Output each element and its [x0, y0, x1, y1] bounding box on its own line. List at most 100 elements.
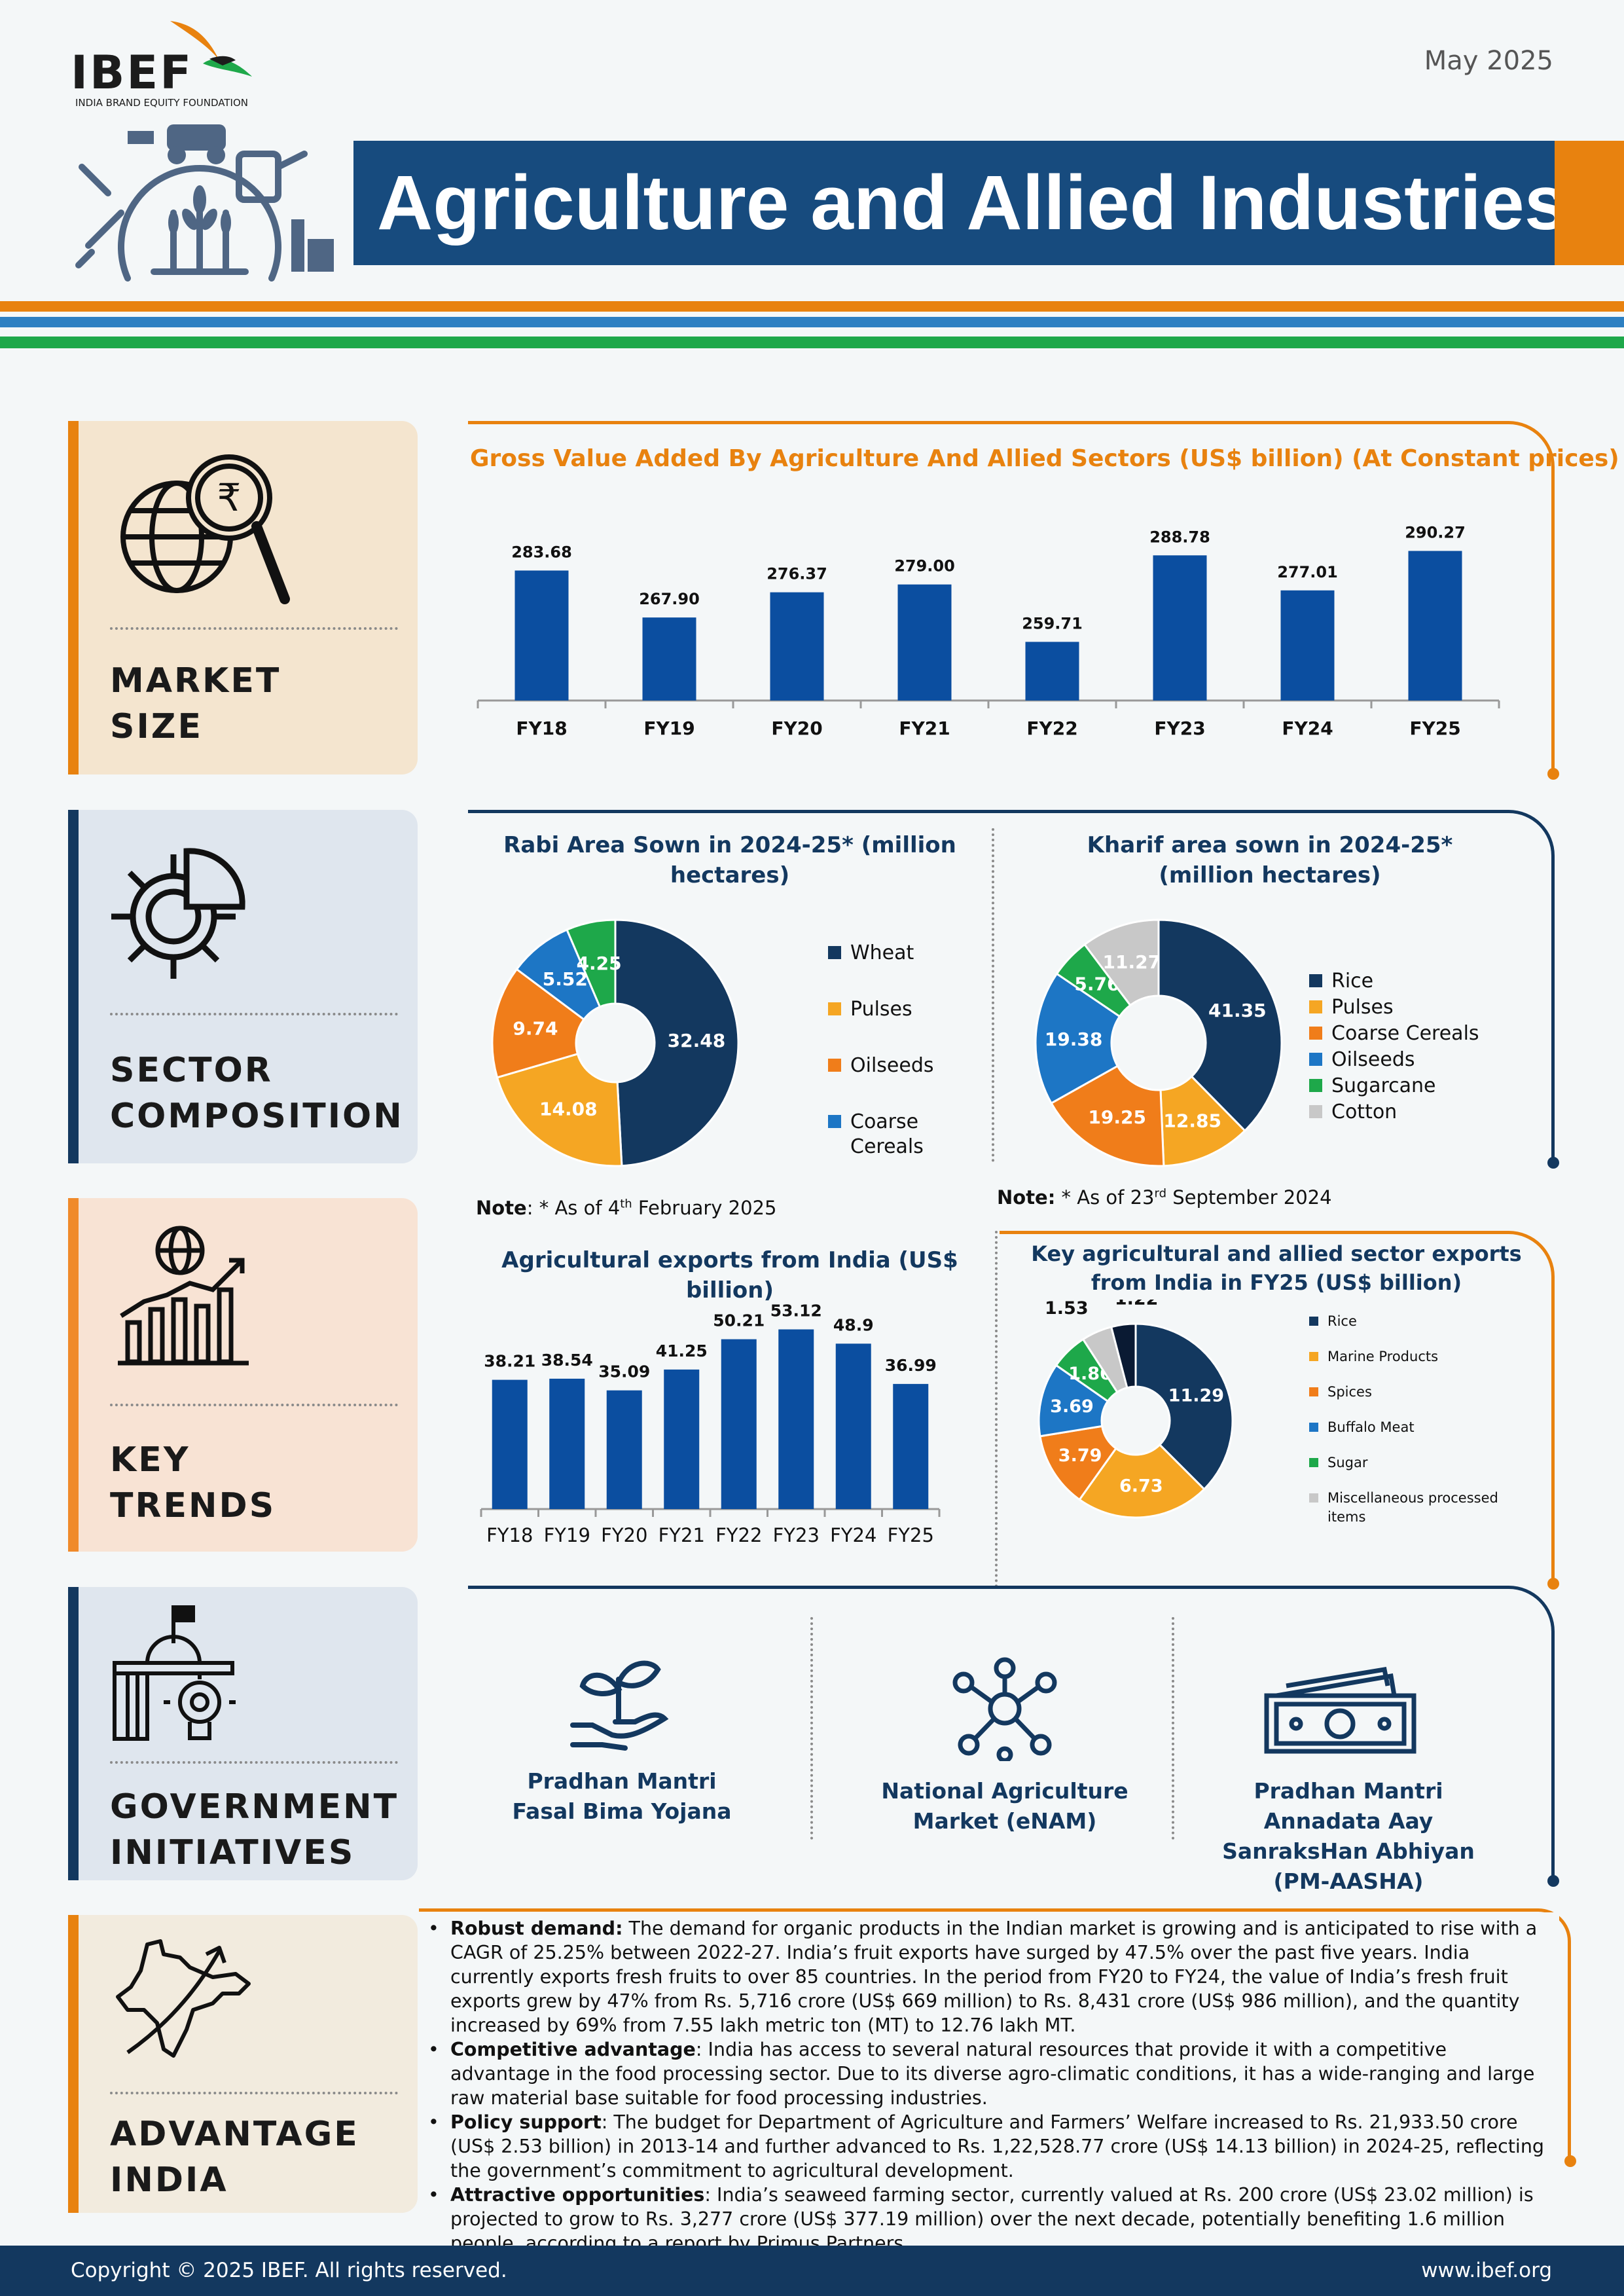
advantage-list: Robust demand: The demand for organic pr… — [424, 1916, 1550, 2255]
ibef-bird-logo-icon — [170, 21, 252, 77]
legend-swatch — [1309, 1053, 1322, 1066]
pie-slice — [1050, 1065, 1165, 1167]
panel-end-dot — [1547, 1578, 1559, 1590]
bar — [492, 1379, 528, 1509]
legend-swatch — [1309, 1387, 1318, 1396]
bar — [1153, 555, 1207, 701]
orange-stripe — [0, 301, 1624, 312]
pie-slice — [1110, 1322, 1137, 1389]
globe-rupee-magnifier-icon: ₹ — [120, 454, 290, 604]
legend-label: Pulses — [850, 998, 912, 1021]
bar — [1408, 551, 1462, 701]
gva-bar-chart: 283.68 FY18 267.90 FY19 276.37 FY20 279.00 FY21… — [477, 524, 1500, 739]
column-divider — [810, 1617, 813, 1840]
bar — [897, 584, 952, 701]
agriculture-tools-illustration-icon — [75, 124, 334, 282]
pie-slice — [1157, 919, 1283, 1133]
footer-website-link[interactable]: www.ibef.org — [1421, 2259, 1552, 2282]
legend-label: Marine Products — [1327, 1349, 1438, 1364]
section-divider — [110, 1761, 398, 1764]
legend-swatch — [828, 1059, 841, 1072]
legend-label: Spices — [1327, 1384, 1372, 1400]
rabi-chart-title: Rabi Area Sown in 2024-25* (million hect… — [503, 832, 956, 888]
legend-label: Pulses — [1331, 996, 1394, 1019]
kharif-pie-chart: 41.3512.8519.2519.385.7611.27RicePulsesC… — [1034, 919, 1479, 1167]
section-divider — [110, 627, 398, 630]
legend-swatch — [1309, 1079, 1322, 1092]
key-trends-box — [79, 1198, 418, 1552]
slice-label: 5.52 — [543, 968, 588, 990]
advantage-panel — [419, 1908, 1571, 2160]
bar — [835, 1343, 871, 1509]
bar — [514, 570, 569, 701]
legend-label: Oilseeds — [1331, 1048, 1415, 1071]
tick-label: FY24 — [830, 1524, 876, 1546]
india-map-growth-icon — [116, 1939, 251, 2058]
tick-label: FY22 — [715, 1524, 762, 1546]
panel-end-dot — [1564, 2155, 1576, 2167]
legend-swatch — [1309, 1458, 1318, 1467]
pie-slice — [1083, 919, 1160, 1007]
legend-swatch — [828, 1002, 841, 1015]
section-label-sector-composition: SECTOR COMPOSITION — [110, 1051, 404, 1136]
pie-slice — [614, 919, 740, 1167]
pie-slice — [1078, 1443, 1206, 1519]
gov-initiative-pm-aasha: Pradhan Mantri Annadata Aay SanraksHan A… — [1222, 1778, 1475, 1894]
bar — [778, 1329, 814, 1509]
key-exports-chart-title: Key agricultural and allied sector expor… — [1031, 1241, 1522, 1295]
gva-chart-title: Gross Value Added By Agriculture And All… — [470, 445, 1619, 472]
government-initiatives-box — [79, 1587, 418, 1880]
tick-label: FY25 — [1409, 718, 1460, 739]
slice-label: 14.08 — [539, 1098, 598, 1120]
slice-label: 11.27 — [1103, 951, 1161, 973]
note-suffix: February 2025 — [632, 1197, 777, 1219]
note-suffix: September 2024 — [1166, 1186, 1332, 1209]
legend-label: Oilseeds — [850, 1054, 934, 1077]
tick-label: FY23 — [773, 1524, 820, 1546]
sector-composition-panel — [468, 810, 1555, 1163]
svg-text:₹: ₹ — [217, 475, 242, 520]
gov-initiative-pmfby: Pradhan Mantri Fasal Bima Yojana — [512, 1768, 732, 1824]
bar — [770, 592, 824, 701]
hand-plant-icon — [570, 1660, 669, 1751]
data-label: 277.01 — [1277, 563, 1338, 581]
bar — [549, 1378, 585, 1509]
section-accent-bar — [68, 1915, 79, 2213]
tick-label: FY19 — [544, 1524, 590, 1546]
data-label: 290.27 — [1405, 524, 1466, 542]
data-label: 38.54 — [541, 1351, 593, 1370]
data-label: 53.12 — [770, 1302, 822, 1321]
legend-swatch — [828, 1115, 841, 1128]
section-label-key-trends: KEY TRENDS — [110, 1440, 276, 1525]
banknotes-icon — [1264, 1666, 1416, 1754]
green-stripe — [0, 337, 1624, 348]
tick-label: FY22 — [1026, 718, 1077, 739]
panel-end-dot — [1547, 768, 1559, 780]
slice-label: 3.79 — [1058, 1446, 1102, 1466]
slice-label: 41.35 — [1208, 1000, 1267, 1021]
bar — [606, 1390, 642, 1509]
pie-slice — [1034, 972, 1121, 1105]
government-panel — [468, 1586, 1555, 1880]
note-text: * As of 23 — [1055, 1186, 1155, 1209]
advantage-item-competitive: Competitive advantage: India has access … — [424, 2037, 1550, 2110]
data-label: 35.09 — [598, 1362, 650, 1381]
section-label-market-size: MARKET SIZE — [110, 661, 281, 746]
gear-pie-chart-icon — [111, 848, 245, 979]
tick-label: FY18 — [516, 718, 567, 739]
legend-swatch — [1309, 1352, 1318, 1361]
slice-label: 1.22 — [1115, 1300, 1159, 1309]
key-exports-pie-chart: 11.296.733.793.691.861.531.22RiceMarine … — [1038, 1300, 1498, 1525]
network-hub-icon — [952, 1657, 1057, 1761]
legend-label: Wheat — [850, 941, 914, 964]
logo-subtext: INDIA BRAND EQUITY FOUNDATION — [75, 97, 248, 109]
bar — [642, 617, 696, 701]
advantage-item-robust-demand: Robust demand: The demand for organic pr… — [424, 1916, 1550, 2037]
exports-chart-title: Agricultural exports from India (US$ bil… — [501, 1247, 958, 1303]
sector-composition-box — [79, 810, 418, 1163]
slice-label: 6.73 — [1119, 1476, 1163, 1497]
data-label: 38.21 — [484, 1352, 535, 1371]
column-divider — [992, 828, 994, 1162]
slice-label: 3.69 — [1050, 1396, 1094, 1417]
government-building-bulb-icon — [113, 1605, 236, 1741]
